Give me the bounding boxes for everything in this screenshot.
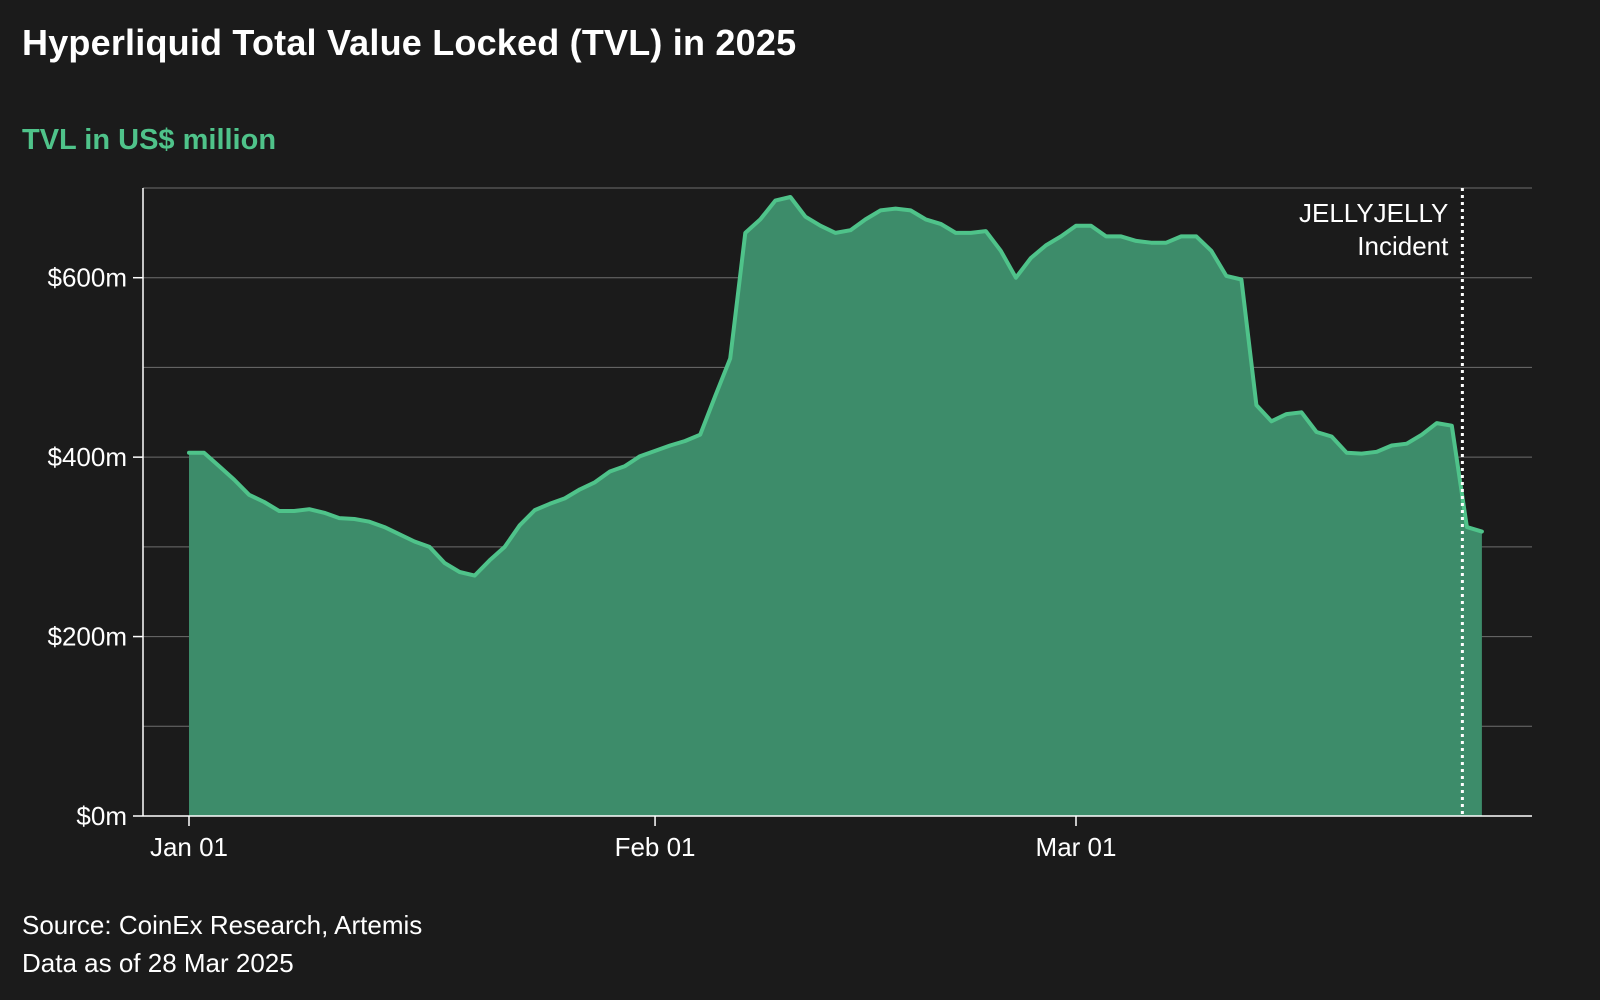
chart-footer: Source: CoinEx Research, Artemis Data as… <box>22 906 422 982</box>
axes: $0m $200m $400m $600m Jan 01 Feb 01 Mar 01 <box>48 188 1532 862</box>
tvl-area-fill <box>189 197 1482 816</box>
annotation-label-line2: Incident <box>1357 231 1449 261</box>
annotation-label-line1: JELLYJELLY <box>1299 198 1448 228</box>
x-tick-label: Jan 01 <box>150 832 228 862</box>
data-date-note: Data as of 28 Mar 2025 <box>22 948 294 978</box>
tvl-series-line <box>187 195 1484 578</box>
x-tick-label: Feb 01 <box>615 832 696 862</box>
source-note: Source: CoinEx Research, Artemis <box>22 910 423 940</box>
y-tick-label: $400m <box>48 442 128 472</box>
y-tick-label: $600m <box>48 263 128 293</box>
y-tick-label: $0m <box>76 801 127 831</box>
chart-title: Hyperliquid Total Value Locked (TVL) in … <box>22 22 797 63</box>
chart-subtitle: TVL in US$ million <box>22 124 277 156</box>
area-series <box>187 195 1484 816</box>
y-tick-label: $200m <box>48 622 128 652</box>
x-tick-label: Mar 01 <box>1036 832 1117 862</box>
